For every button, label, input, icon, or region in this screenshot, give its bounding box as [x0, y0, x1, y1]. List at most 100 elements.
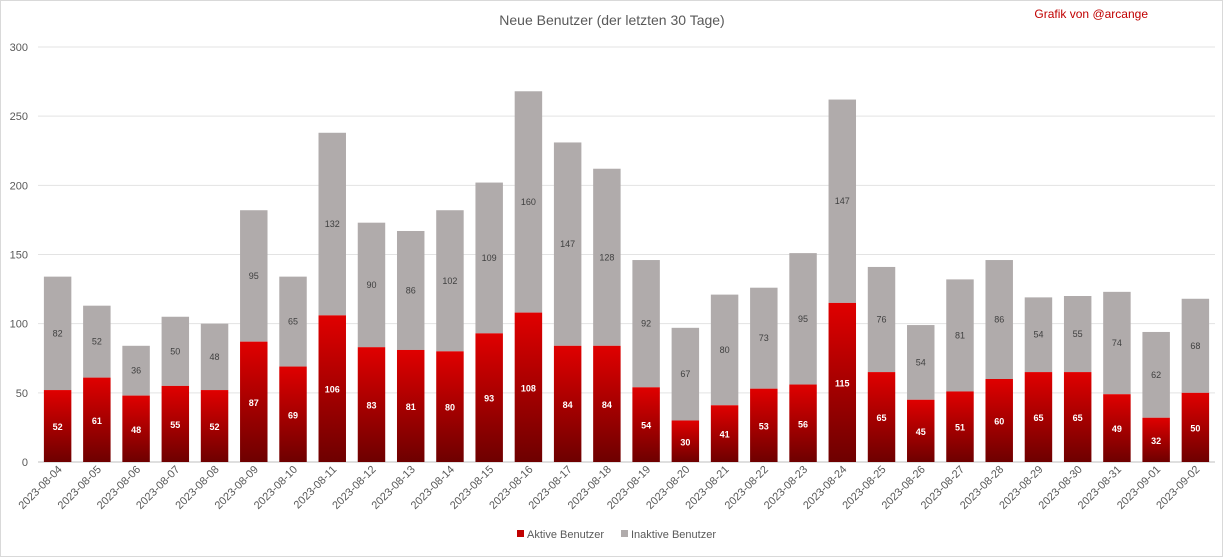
bar-aktive-benutzer: [396, 349, 425, 462]
data-label-inaktive: 80: [720, 345, 730, 355]
data-label-inaktive: 76: [877, 315, 887, 325]
data-label-aktive: 52: [53, 422, 63, 432]
bar-aktive-benutzer: [828, 302, 857, 462]
bar-aktive-benutzer: [436, 351, 464, 462]
data-label-aktive: 41: [720, 430, 730, 440]
legend-label: Aktive Benutzer: [527, 529, 604, 541]
bar-aktive-benutzer: [240, 341, 268, 462]
x-axis: 2023-08-042023-08-052023-08-062023-08-07…: [16, 464, 1202, 512]
bar-aktive-benutzer: [43, 390, 72, 462]
bar-inaktive-benutzer: [632, 260, 660, 388]
bar-aktive-benutzer: [122, 395, 150, 462]
data-label-inaktive: 65: [288, 317, 298, 327]
chart-title: Neue Benutzer (der letzten 30 Tage): [499, 12, 724, 28]
y-tick-label: 250: [10, 111, 28, 123]
bar-inaktive-benutzer: [593, 168, 621, 346]
bar-aktive-benutzer: [593, 345, 621, 462]
data-label-aktive: 53: [759, 421, 769, 431]
bar-aktive-benutzer: [553, 345, 582, 462]
data-label-inaktive: 55: [1073, 329, 1083, 339]
data-label-inaktive: 90: [366, 280, 376, 290]
data-labels: 52 82 61 52 48 36 55 50 52 48 87 95 69 65 106 132 83 90 81…: [53, 196, 1201, 447]
data-label-aktive: 65: [1033, 413, 1043, 423]
bar-inaktive-benutzer: [1181, 298, 1210, 393]
data-label-aktive: 106: [325, 385, 340, 395]
bar-inaktive-benutzer: [1142, 331, 1170, 418]
data-label-aktive: 55: [170, 420, 180, 430]
legend-label: Inaktive Benutzer: [631, 529, 716, 541]
data-label-inaktive: 62: [1151, 370, 1161, 380]
legend: Aktive Benutzer Inaktive Benutzer: [517, 529, 716, 541]
data-label-inaktive: 92: [641, 319, 651, 329]
data-label-aktive: 61: [92, 416, 102, 426]
bar-inaktive-benutzer: [671, 327, 700, 421]
data-label-inaktive: 54: [916, 357, 926, 367]
data-label-inaktive: 73: [759, 333, 769, 343]
data-label-aktive: 65: [1073, 413, 1083, 423]
bar-inaktive-benutzer: [318, 132, 346, 316]
bar-inaktive-benutzer: [436, 210, 464, 352]
bar-aktive-benutzer: [946, 391, 974, 462]
data-label-aktive: 56: [798, 419, 808, 429]
data-label-inaktive: 95: [798, 314, 808, 324]
bar-aktive-benutzer: [671, 420, 700, 462]
data-label-inaktive: 74: [1112, 338, 1122, 348]
data-label-inaktive: 50: [170, 346, 180, 356]
bar-inaktive-benutzer: [475, 182, 503, 334]
data-label-aktive: 81: [406, 402, 416, 412]
y-tick-label: 0: [22, 457, 28, 469]
data-label-aktive: 87: [249, 398, 259, 408]
gridlines: [38, 46, 1215, 463]
bar-inaktive-benutzer: [200, 323, 229, 391]
y-tick-label: 300: [10, 42, 28, 54]
bar-inaktive-benutzer: [161, 316, 190, 386]
credit-text: Grafik von @arcange: [1034, 7, 1148, 21]
bar-inaktive-benutzer: [83, 305, 111, 378]
bar-inaktive-benutzer: [279, 276, 307, 367]
bar-aktive-benutzer: [907, 399, 935, 462]
data-label-aktive: 48: [131, 425, 141, 435]
bar-aktive-benutzer: [1063, 372, 1092, 462]
bar-aktive-benutzer: [318, 315, 346, 462]
bar-inaktive-benutzer: [514, 91, 543, 313]
bar-aktive-benutzer: [200, 390, 229, 462]
bar-aktive-benutzer: [710, 405, 739, 462]
data-label-inaktive: 52: [92, 337, 102, 347]
y-tick-label: 200: [10, 180, 28, 192]
bars: [43, 91, 1210, 462]
data-label-aktive: 52: [210, 422, 220, 432]
data-label-inaktive: 82: [53, 328, 63, 338]
data-label-inaktive: 36: [131, 366, 141, 376]
bar-inaktive-benutzer: [907, 325, 935, 400]
data-label-inaktive: 68: [1190, 341, 1200, 351]
bar-inaktive-benutzer: [828, 99, 857, 303]
bar-aktive-benutzer: [789, 384, 817, 462]
bar-aktive-benutzer: [985, 379, 1013, 462]
data-label-aktive: 32: [1151, 436, 1161, 446]
bar-aktive-benutzer: [161, 385, 190, 462]
bar-aktive-benutzer: [1024, 372, 1053, 462]
bar-aktive-benutzer: [1103, 394, 1131, 462]
data-label-inaktive: 95: [249, 271, 259, 281]
data-label-inaktive: 102: [442, 276, 457, 286]
bar-inaktive-benutzer: [1024, 297, 1053, 373]
data-label-aktive: 51: [955, 423, 965, 433]
y-tick-label: 100: [10, 319, 28, 331]
bar-aktive-benutzer: [1181, 392, 1210, 462]
data-label-aktive: 80: [445, 403, 455, 413]
bar-inaktive-benutzer: [867, 266, 896, 373]
data-label-aktive: 84: [563, 400, 573, 410]
bar-aktive-benutzer: [279, 366, 307, 462]
bar-inaktive-benutzer: [553, 142, 582, 346]
bar-inaktive-benutzer: [985, 260, 1013, 379]
data-label-inaktive: 54: [1033, 330, 1043, 340]
data-label-inaktive: 160: [521, 197, 536, 207]
bar-aktive-benutzer: [83, 377, 111, 462]
bar-inaktive-benutzer: [750, 287, 778, 389]
data-label-aktive: 54: [641, 421, 651, 431]
y-axis: 0 50 100 150 200 250 300: [10, 42, 28, 469]
y-tick-label: 50: [16, 388, 28, 400]
bar-inaktive-benutzer: [43, 276, 72, 391]
